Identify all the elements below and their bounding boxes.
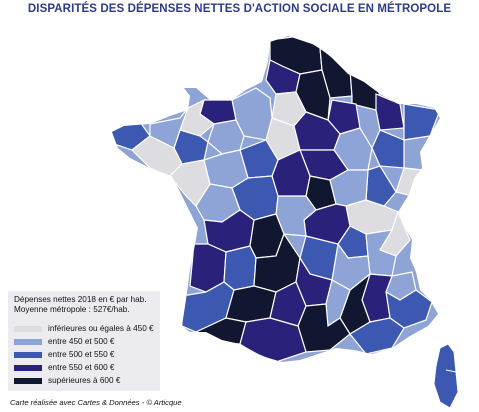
dept-region [223, 245, 257, 291]
legend-row: entre 550 et 600 € [14, 362, 114, 373]
map-legend: Dépenses nettes 2018 en € par hab. Moyen… [8, 291, 160, 391]
dept-region [149, 107, 189, 149]
legend-swatch [14, 351, 42, 358]
legend-row: entre 500 et 550 € [14, 349, 114, 360]
legend-row: supérieures à 600 € [14, 375, 120, 386]
legend-line-1: Dépenses nettes 2018 en € par hab. [14, 295, 147, 304]
legend-row: entre 450 et 500 € [14, 336, 114, 347]
legend-swatch [14, 377, 42, 384]
legend-row: inférieures ou égales à 450 € [14, 323, 154, 334]
dept-region [375, 93, 405, 131]
corsica-island-border [445, 369, 457, 373]
legend-label: entre 450 et 500 € [48, 337, 115, 346]
legend-label: supérieures à 600 € [48, 376, 121, 385]
legend-label: entre 500 et 550 € [48, 350, 115, 359]
legend-label: entre 550 et 600 € [48, 363, 115, 372]
dept-region [225, 285, 277, 323]
legend-swatch [14, 364, 42, 371]
legend-label: inférieures ou égales à 450 € [48, 324, 154, 333]
dept-region [403, 103, 440, 141]
map-title: DISPARITÉS DES DÉPENSES NETTES D'ACTION … [27, 3, 452, 15]
dept-region [297, 303, 351, 353]
map-credit: Carte réalisée avec Cartes & Données - ©… [10, 398, 182, 407]
legend-swatch [14, 338, 42, 345]
legend-line-2: Moyenne métropole : 527€/hab. [14, 305, 130, 314]
dept-region [371, 129, 405, 169]
legend-swatch [14, 325, 42, 332]
legend-heading: Dépenses nettes 2018 en € par hab. Moyen… [14, 295, 146, 315]
corsica-island [433, 343, 459, 409]
dept-region [403, 135, 431, 171]
